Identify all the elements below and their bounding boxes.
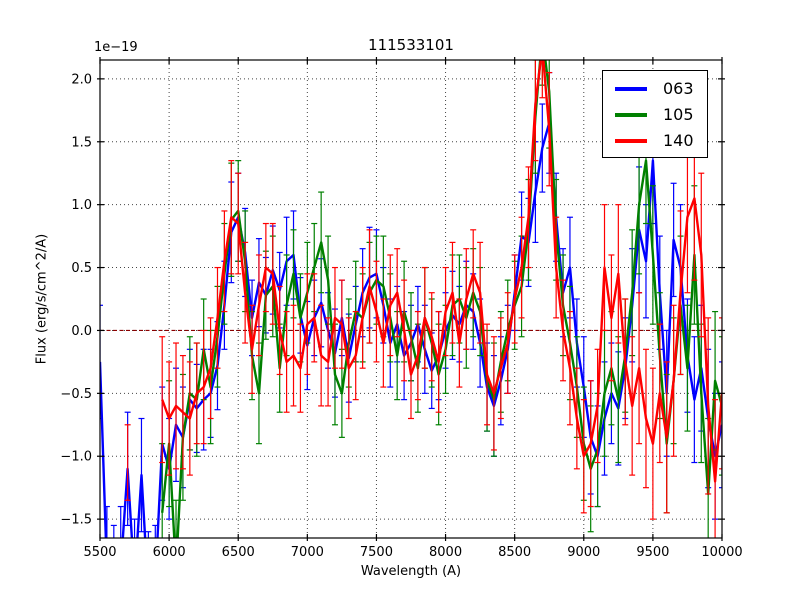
legend-line-blue	[615, 87, 647, 91]
x-tick-label: 9500	[636, 545, 669, 560]
y-tick-label: 1.5	[71, 135, 92, 150]
x-tick-label: 7500	[360, 545, 393, 560]
x-axis-label: Wavelength (A)	[360, 564, 462, 579]
legend-label: 105	[663, 105, 694, 124]
legend-entry-063: 063	[603, 76, 707, 102]
y-tick-label: −1.0	[60, 450, 92, 465]
y-axis-offset-label: 1e−19	[94, 40, 138, 55]
legend-line-green	[615, 113, 647, 117]
series-line-105	[161, 60, 722, 538]
x-tick-label: 10000	[701, 545, 742, 560]
x-tick-label: 9000	[567, 545, 600, 560]
legend-label: 140	[663, 131, 694, 150]
y-tick-label: 0.5	[71, 261, 92, 276]
tick-marks	[97, 57, 725, 541]
legend-line-red	[615, 139, 647, 143]
legend-label: 063	[663, 79, 694, 98]
x-tick-label: 8500	[498, 545, 531, 560]
y-tick-label: 2.0	[71, 72, 92, 87]
chart-title: 111533101	[368, 36, 454, 54]
y-axis-label: Flux (erg/s/cm^2/A)	[34, 233, 50, 365]
x-tick-label: 6000	[153, 545, 186, 560]
axes-frame	[99, 59, 723, 539]
x-tick-label: 5500	[83, 545, 116, 560]
y-tick-label: −0.5	[60, 387, 92, 402]
legend-entry-140: 140	[603, 128, 707, 154]
x-tick-label: 6500	[222, 545, 255, 560]
y-tick-label: 1.0	[71, 198, 92, 213]
legend: 063 105 140	[602, 70, 708, 158]
y-tick-label: −1.5	[60, 513, 92, 528]
y-tick-label: 0.0	[71, 324, 92, 339]
series-line-140	[161, 60, 722, 483]
x-tick-label: 8000	[429, 545, 462, 560]
series-140	[124, 60, 722, 538]
tick-labels: 5500 6000 6500 7000 7500 8000 8500 9000 9500 1000…	[60, 72, 742, 560]
x-tick-label: 7000	[291, 545, 324, 560]
legend-entry-105: 105	[603, 102, 707, 128]
